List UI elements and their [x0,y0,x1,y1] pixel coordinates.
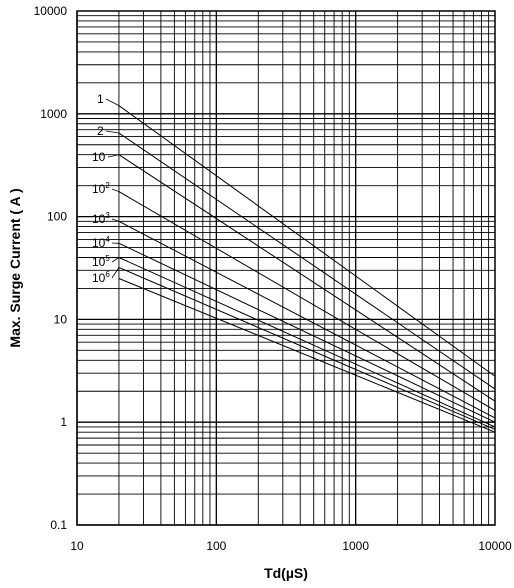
series-line [118,105,496,377]
series-line [118,257,496,428]
series-lines [118,105,496,433]
plot-frame [76,10,496,526]
y-tick-label: 1000 [40,107,67,121]
series-label: 105 [92,254,110,269]
series-label-leader [105,98,120,107]
series-line [118,132,496,390]
series-label-leader [105,130,120,134]
x-tick-label: 1000 [342,539,369,553]
series-label-leader [111,257,120,263]
series-line [118,242,496,423]
tick-labels: 10 100 1000 10000 0.1 1 10 100 1000 10000 [34,4,512,553]
y-tick-label: 10000 [34,4,68,18]
y-axis-title: Max. Surge Current ( A ) [7,188,23,347]
grid [76,11,495,526]
x-axis-title: Td(µS) [264,565,308,581]
y-tick-label: 10 [54,312,68,326]
x-tick-label: 10000 [478,539,512,553]
x-tick-label: 100 [206,539,226,553]
y-tick-label: 1 [60,415,67,429]
series-label: 106 [92,270,110,285]
series-line [118,220,496,419]
y-tick-label: 100 [47,210,67,224]
series-label-leader [107,154,120,158]
series-label: 1 [97,92,104,106]
series-label: 102 [92,181,110,196]
series-label-leader [111,188,120,192]
series-line [118,154,496,402]
y-tick-label: 0.1 [50,518,67,532]
series-label: 103 [92,211,110,226]
series-label: 2 [97,124,104,138]
series-line [118,191,496,411]
series-line [118,267,496,430]
series-line [118,278,496,433]
x-tick-label: 10 [70,539,84,553]
series-label-leader [111,218,120,222]
series-label: 10 [92,150,106,164]
series-label-leader [111,267,120,279]
series-label: 104 [92,235,110,250]
